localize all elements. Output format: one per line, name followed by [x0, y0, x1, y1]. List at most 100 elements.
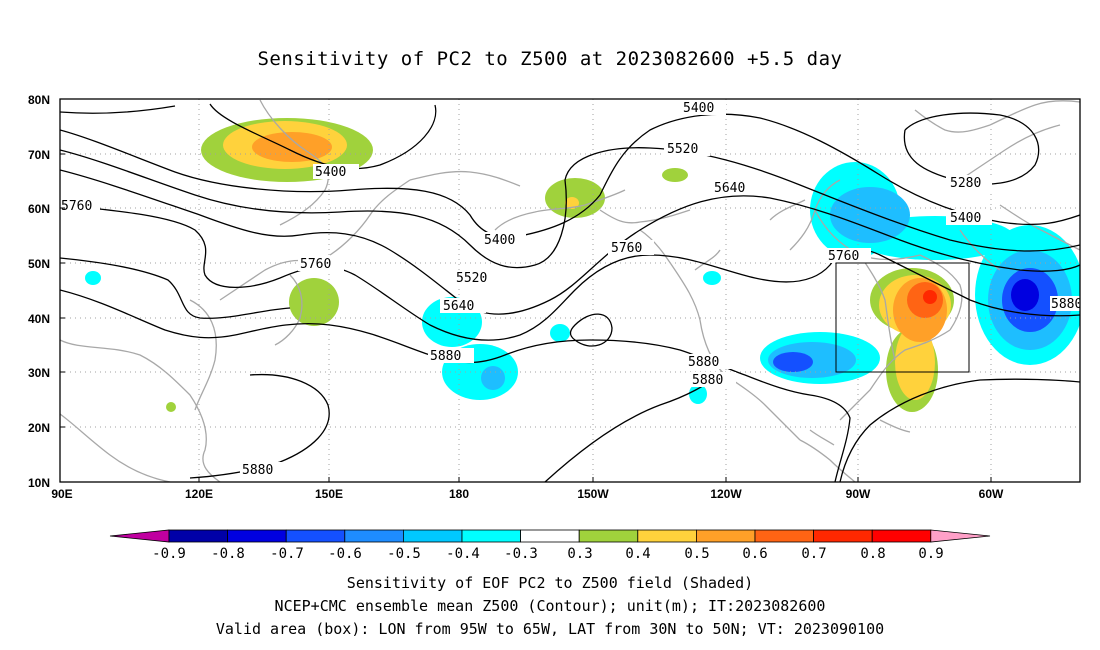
shade-cyan-spot-3 — [703, 271, 721, 285]
y-tick-label: 60N — [28, 202, 50, 216]
colorbar-cell — [637, 529, 697, 543]
shade-yukon-green — [662, 168, 688, 182]
colorbar-cell — [813, 529, 873, 543]
colorbar-label: 0.6 — [742, 546, 767, 562]
shade-cyan-spot-1 — [85, 271, 101, 285]
caption-valid-area: Valid area (box): LON from 95W to 65W, L… — [215, 620, 885, 638]
y-tick-label: 40N — [28, 312, 50, 326]
shade-sea-green — [166, 402, 176, 412]
contour-5880-c — [569, 313, 613, 347]
x-tick-label: 60W — [979, 487, 1004, 501]
colorbar-label: -0.8 — [211, 546, 245, 562]
contour-5520 — [60, 147, 1080, 269]
colorbar-label: 0.3 — [567, 546, 592, 562]
colorbar-label: -0.5 — [387, 546, 421, 562]
caption-contour: NCEP+CMC ensemble mean Z500 (Contour); u… — [274, 597, 826, 615]
contour-label: 5280 — [950, 176, 981, 191]
colorbar-cell — [754, 529, 814, 543]
colorbar-label: -0.9 — [152, 546, 186, 562]
shade-atlantic-dblue — [1011, 279, 1039, 311]
shade-cyan-spot-4 — [689, 384, 707, 404]
x-tick-label: 120W — [710, 487, 742, 501]
colorbar-label: 0.7 — [801, 546, 826, 562]
colorbar-label: 0.9 — [918, 546, 943, 562]
x-tick-labels: 90E 120E 150E 180 150W 120W 90W 60W — [51, 487, 1004, 501]
shade-alaska-yellow — [565, 197, 579, 209]
contour-label: 5880 — [688, 355, 719, 370]
y-tick-labels: 10N 20N 30N 40N 50N 60N 70N 80N — [28, 93, 50, 490]
x-tick-label: 120E — [185, 487, 213, 501]
colorbar-cell — [344, 529, 404, 543]
contour-5760-b — [60, 257, 291, 319]
valid-area-box — [835, 262, 970, 373]
contour-label: 5400 — [950, 211, 981, 226]
contour-label: 5760 — [611, 241, 642, 256]
shade-mexico-blue — [773, 352, 813, 372]
shade-useast-red — [923, 290, 937, 304]
y-tick-label: 70N — [28, 148, 50, 162]
contour-label: 5400 — [484, 233, 515, 248]
colorbar-label: 0.5 — [684, 546, 709, 562]
colorbar-cell — [285, 529, 346, 543]
contour-label: 5520 — [667, 142, 698, 157]
y-tick-label: 80N — [28, 93, 50, 107]
contour-label: 5880 — [692, 373, 723, 388]
colorbar-cell — [461, 529, 521, 543]
contour-5280 — [903, 112, 1040, 185]
y-tick-label: 30N — [28, 366, 50, 380]
contour-5640 — [60, 169, 1080, 315]
colorbar-cell — [109, 529, 170, 543]
shade-cyan-spot-2 — [550, 324, 570, 342]
contour-5880-a — [60, 289, 851, 482]
chart-title: Sensitivity of PC2 to Z500 at 2023082600… — [257, 48, 843, 70]
x-tick-label: 90W — [846, 487, 871, 501]
contour-5880-e — [839, 378, 1080, 482]
colorbar-cell — [520, 529, 580, 543]
contour-label: 5760 — [828, 249, 859, 264]
caption-shading: Sensitivity of EOF PC2 to Z500 field (Sh… — [346, 574, 754, 592]
sensitivity-shading — [85, 118, 1080, 412]
colorbar-label: 0.4 — [625, 546, 650, 562]
contour-label: 5880 — [242, 463, 273, 478]
contour-5880-b — [189, 373, 330, 479]
colorbar-label: -0.7 — [270, 546, 304, 562]
y-tick-label: 10N — [28, 476, 50, 490]
colorbar-cell — [578, 529, 639, 543]
tick-marks — [60, 98, 992, 483]
colorbar-cell — [871, 529, 932, 543]
x-tick-label: 180 — [449, 487, 469, 501]
contour-label: 5880 — [430, 349, 461, 364]
x-tick-label: 150E — [315, 487, 343, 501]
contour-label: 5640 — [714, 181, 745, 196]
z500-contours — [60, 103, 1080, 482]
y-tick-label: 20N — [28, 421, 50, 435]
contour-label: 5880 — [1051, 297, 1082, 312]
contour-label: 5520 — [456, 271, 487, 286]
plot-frame — [59, 98, 1081, 483]
colorbar-cell — [168, 529, 228, 543]
contour-label: 5400 — [683, 101, 714, 116]
contour-5400-b — [60, 105, 176, 114]
shade-midpac-blue — [481, 366, 505, 390]
shade-hudson-lblue — [830, 187, 910, 243]
y-tick-label: 50N — [28, 257, 50, 271]
colorbar-cell — [930, 529, 991, 543]
contour-label: 5640 — [443, 299, 474, 314]
colorbar-label: 0.8 — [860, 546, 885, 562]
colorbar-cell — [402, 529, 463, 543]
contour-5400-a — [60, 113, 1080, 238]
contour-label: 5760 — [300, 257, 331, 272]
colorbar-cells — [109, 529, 991, 543]
colorbar-label: -0.3 — [504, 546, 538, 562]
colorbar-labels: -0.9 -0.8 -0.7 -0.6 -0.5 -0.4 -0.3 0.3 0… — [152, 546, 944, 562]
x-tick-label: 90E — [51, 487, 72, 501]
x-tick-label: 150W — [577, 487, 609, 501]
contour-label: 5400 — [315, 165, 346, 180]
contour-label: 5760 — [61, 199, 92, 214]
colorbar-cell — [227, 529, 287, 543]
contour-label-group: 5400 5400 5400 5280 5400 5520 5520 5640 … — [60, 100, 1082, 478]
colorbar-label: -0.6 — [328, 546, 362, 562]
colorbar-cell — [696, 529, 756, 543]
